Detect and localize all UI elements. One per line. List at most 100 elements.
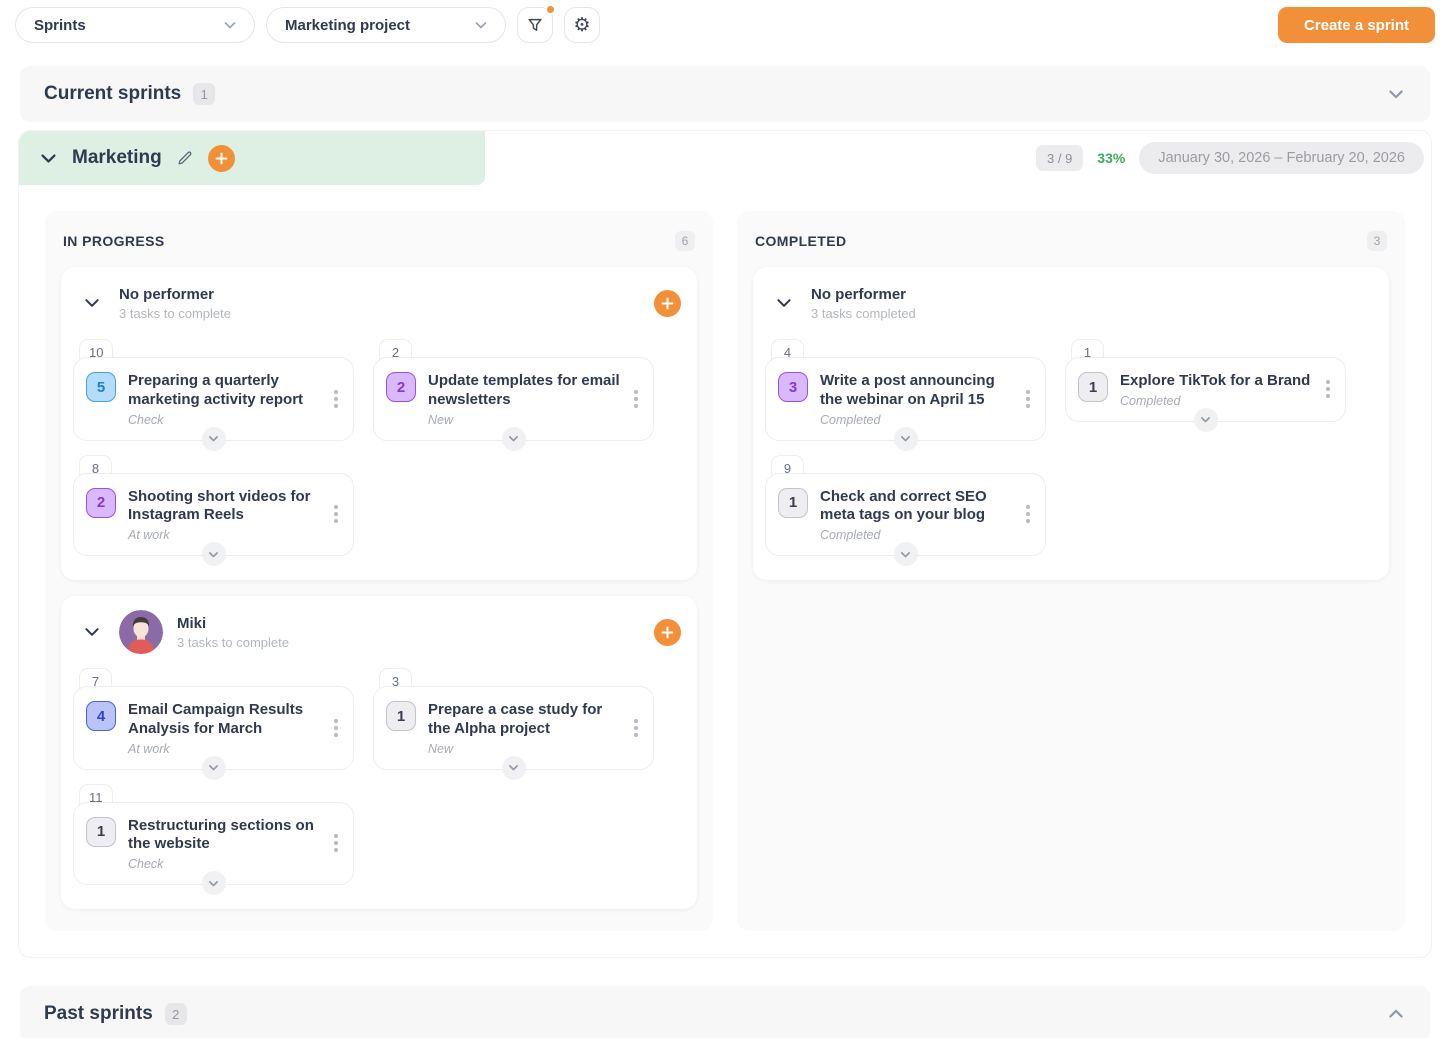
task-title: Preparing a quarterly marketing activity… [128,372,304,408]
task-expand-button[interactable] [501,426,526,451]
story-points-badge: 3 [778,372,808,402]
task-card-slot: 11 1 Restructuring sections on the website… [73,783,354,895]
task-status: Check [128,412,164,427]
task-expand-button[interactable] [201,426,226,451]
expand-past-sprints-button[interactable] [1386,1004,1406,1024]
task-card[interactable]: 1 Prepare a case study for the Alpha proj… [373,686,654,780]
task-status: Completed [1120,393,1181,408]
create-sprint-button[interactable]: Create a sprint [1277,7,1435,43]
task-expand-button[interactable] [501,755,526,780]
column-in-progress: IN PROGRESS 6 No performer 3 tasks to compl… [45,211,713,931]
past-sprints-title: Past sprints [44,1003,153,1024]
sprint-panel: Marketing 3 / 9 33% January 30, 2026 – F… [18,130,1432,958]
task-expand-button[interactable] [201,542,226,566]
group-collapse-button[interactable] [83,623,101,641]
filter-active-dot [545,4,556,15]
task-menu-button[interactable] [632,717,640,739]
story-points-badge: 1 [1078,372,1108,402]
sprint-name: Marketing [72,147,162,168]
kebab-dot [334,403,338,408]
story-points-badge: 4 [86,701,116,731]
view-select[interactable]: Sprints [15,7,255,43]
kebab-dot [634,389,638,394]
collapse-current-sprints-button[interactable] [1386,84,1406,104]
add-task-to-sprint-button[interactable] [207,144,235,172]
avatar [119,610,163,654]
group-collapse-button[interactable] [775,294,793,312]
performer-group-header: Miki 3 tasks to complete [61,596,697,666]
plus-icon [661,626,674,638]
kebab-dot [334,718,338,723]
story-points-badge: 1 [778,487,808,518]
task-menu-button[interactable] [632,388,640,410]
kebab-dot [334,834,338,839]
task-expand-button[interactable] [201,871,226,895]
task-expand-button[interactable] [1193,407,1218,432]
sprint-meta: 3 / 9 33% January 30, 2026 – February 20… [1036,142,1431,174]
task-menu-button[interactable] [1024,388,1032,410]
story-points-badge: 5 [86,372,116,402]
chevron-down-icon [224,22,236,29]
sprint-date-range: January 30, 2026 – February 20, 2026 [1139,142,1424,174]
sprint-progress-ratio: 3 / 9 [1036,145,1084,171]
task-status: Check [128,857,164,871]
task-expand-button[interactable] [201,755,226,780]
performer-name: No performer [811,285,907,303]
current-sprints-bar[interactable]: Current sprints 1 [20,66,1430,122]
group-collapse-button[interactable] [83,294,101,312]
chevron-down-icon [1201,417,1210,423]
task-card[interactable]: 3 Write a post announcing the webinar on … [765,357,1046,451]
project-select[interactable]: Marketing project [266,7,506,43]
chevron-down-icon [209,436,218,442]
task-menu-button[interactable] [332,503,340,525]
task-expand-button[interactable] [893,542,918,566]
task-status: Completed [820,412,881,427]
chevron-down-icon [209,880,218,886]
task-card[interactable]: 5 Preparing a quarterly marketing activit… [73,357,354,451]
gear-icon: ⚙ [573,13,591,36]
performer-task-summary: 3 tasks to complete [119,305,231,321]
column-header: COMPLETED 3 [753,225,1389,251]
task-status: Completed [820,528,881,542]
task-card[interactable]: 1 Restructuring sections on the website Ch… [73,801,354,895]
story-points-badge: 2 [386,372,416,402]
task-card[interactable]: 1 Check and correct SEO meta tags on your… [765,472,1046,566]
task-menu-button[interactable] [332,832,340,854]
task-expand-button[interactable] [893,426,918,451]
chevron-down-icon [209,551,218,557]
add-task-button[interactable] [654,618,681,646]
add-task-button[interactable] [654,289,681,317]
task-card[interactable]: 2 Update templates for email newsletters N… [373,357,654,451]
column-title: IN PROGRESS [63,233,165,249]
pencil-icon [178,151,192,165]
edit-sprint-button[interactable] [176,149,194,167]
chevron-down-icon [209,765,218,771]
task-card[interactable]: 1 Explore TikTok for a Brand Completed [1065,357,1346,432]
sprint-progress-percent: 33% [1097,150,1126,166]
column-task-count: 6 [675,231,695,251]
current-sprints-count: 1 [193,83,216,105]
task-menu-button[interactable] [332,388,340,410]
task-card[interactable]: 4 Email Campaign Results Analysis for Mar… [73,686,354,780]
task-text: Prepare a case study for the Alpha proje… [428,701,623,756]
past-sprints-bar[interactable]: Past sprints 2 [20,986,1430,1038]
task-grid: 7 4 Email Campaign Results Analysis for Ma… [61,666,697,909]
filter-button[interactable] [517,4,556,43]
task-menu-button[interactable] [1024,503,1032,525]
kebab-dot [1026,505,1030,510]
kebab-dot [1326,380,1330,385]
kebab-dot [1026,403,1030,408]
kebab-dot [334,732,338,737]
sprint-collapse-button[interactable] [39,149,58,168]
task-menu-button[interactable] [1324,378,1332,400]
task-menu-button[interactable] [332,717,340,739]
chevron-down-icon [901,551,910,557]
kebab-dot [334,841,338,846]
task-card[interactable]: 2 Shooting short videos for Instagram Ree… [73,472,354,566]
performer-group-header: No performer 3 tasks completed [753,267,1389,337]
task-title: Email Campaign Results Analysis for Marc… [128,701,304,737]
settings-button[interactable]: ⚙ [564,7,600,43]
chevron-down-icon [509,436,518,442]
performer-group: No performer 3 tasks completed 4 3 Write a p… [753,267,1389,580]
chevron-down-icon [85,628,99,636]
